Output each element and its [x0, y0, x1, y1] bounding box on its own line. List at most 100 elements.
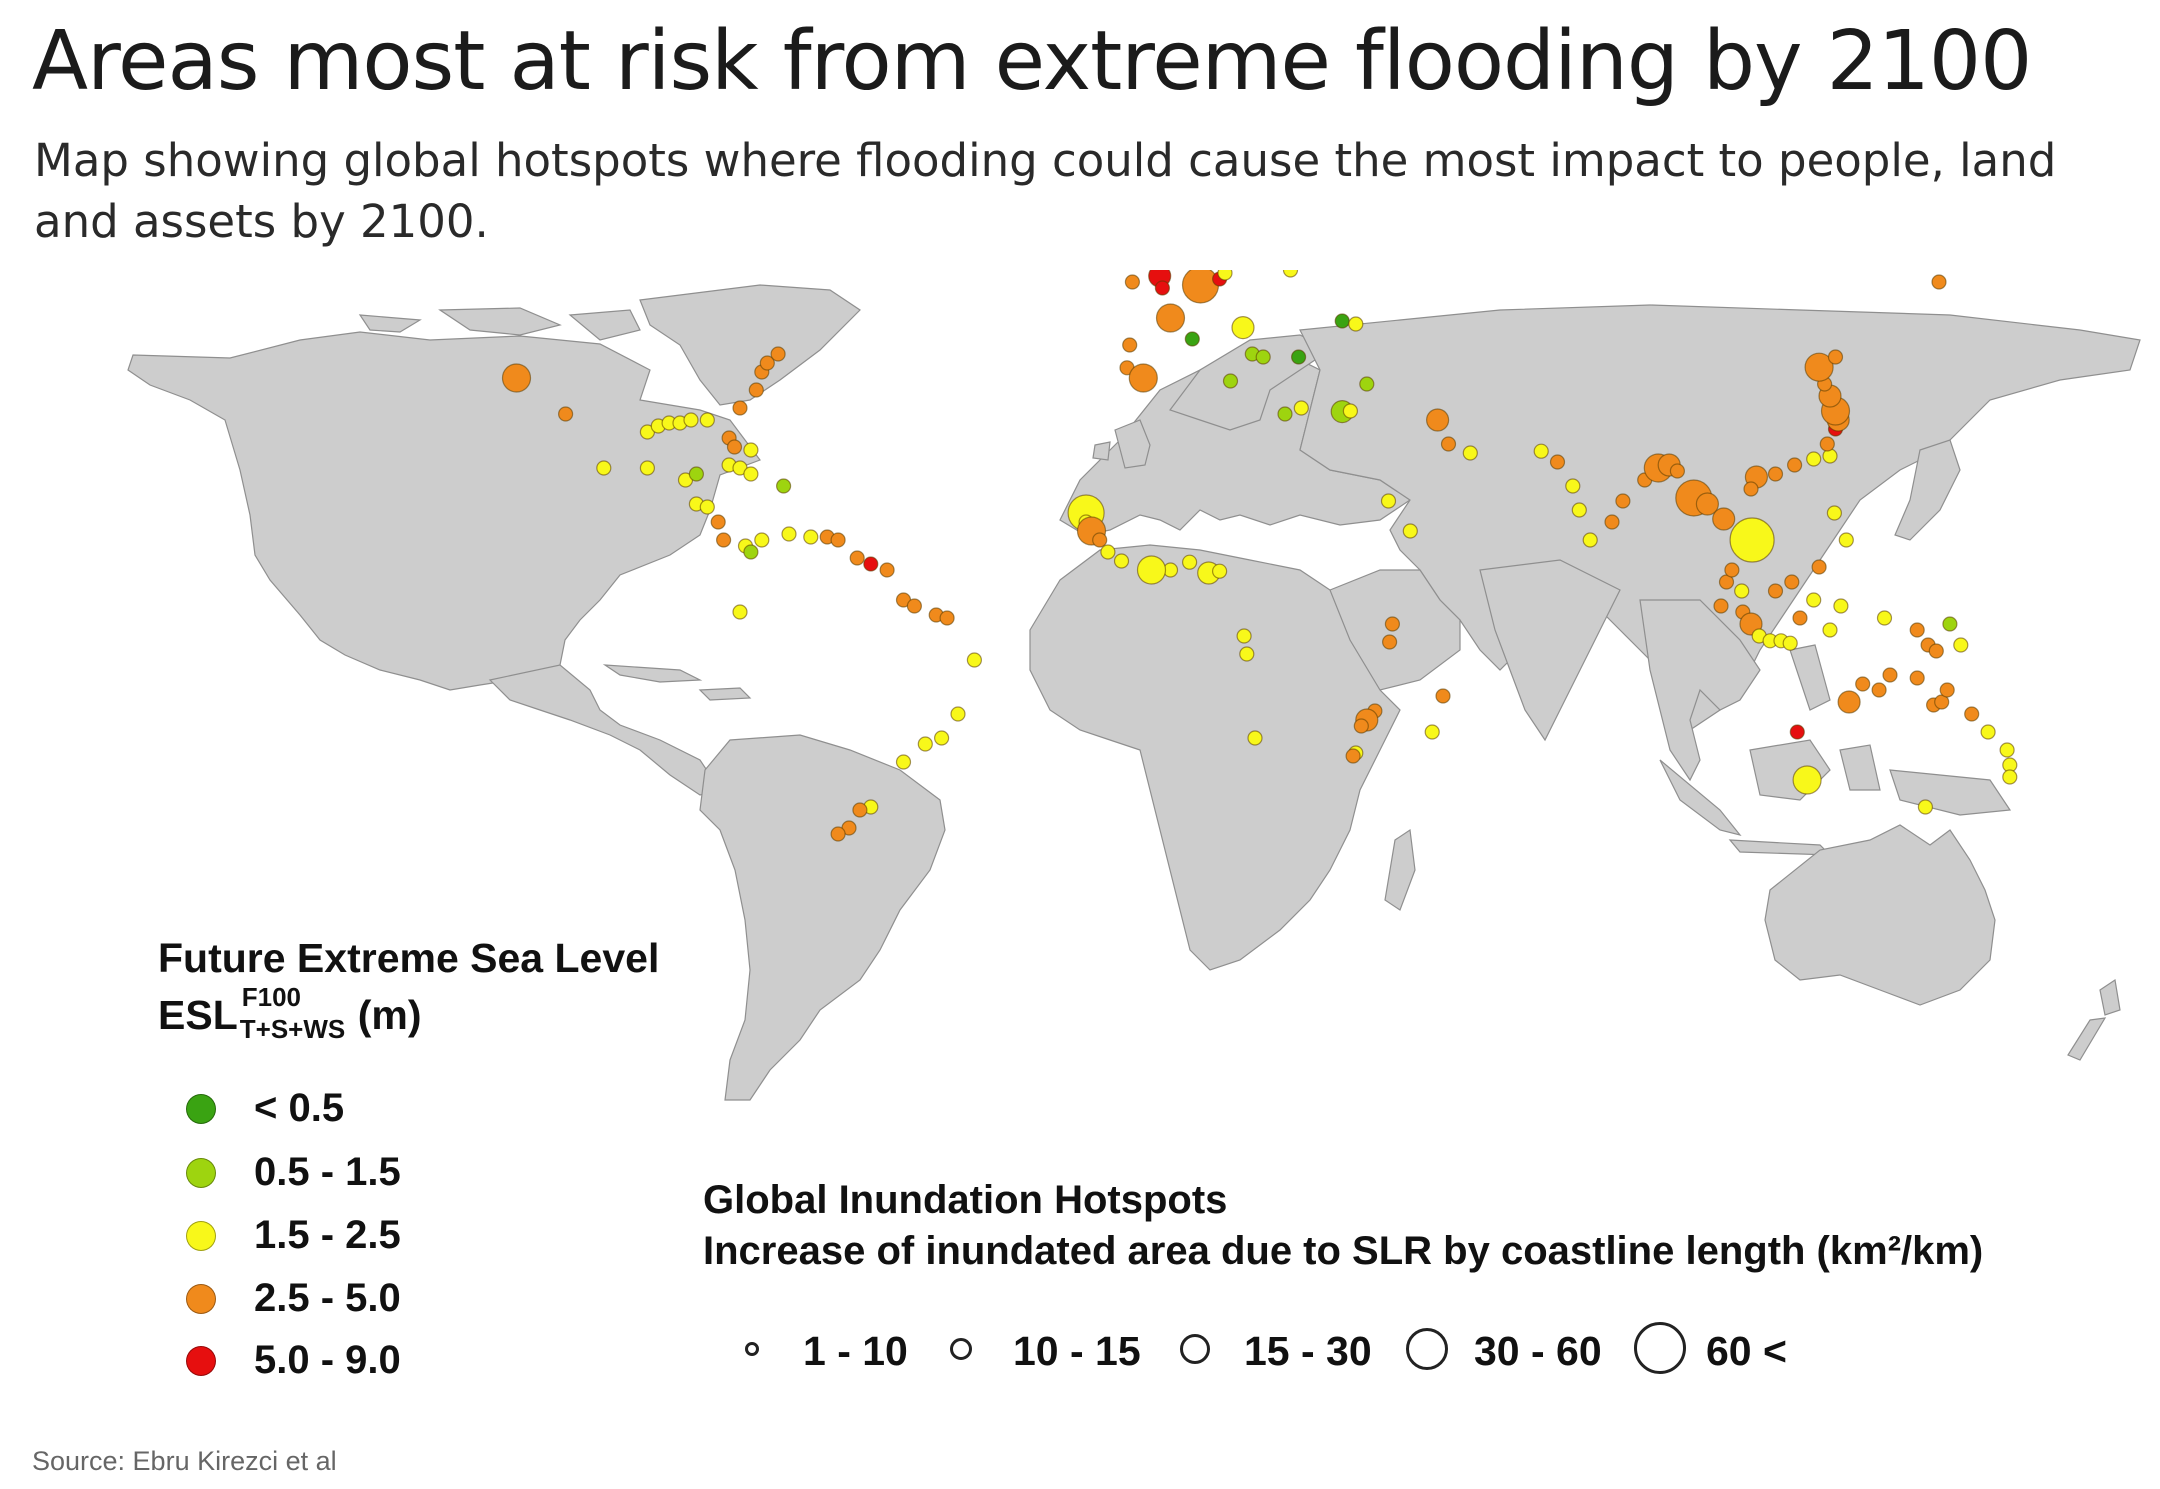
hotspot-marker: [1789, 724, 1805, 740]
hotspot-marker: [1435, 688, 1451, 704]
scandinavia-landmass: [1169, 334, 1332, 431]
hotspot-marker: [743, 544, 759, 560]
hotspot-marker: [1222, 373, 1239, 389]
hotspot-marker: [1713, 598, 1729, 614]
esl-legend-item-label: 2.5 - 5.0: [254, 1276, 401, 1320]
hotspot-marker: [1782, 635, 1798, 651]
page-title: Areas most at risk from extreme flooding…: [32, 14, 2032, 109]
hotspot-marker: [710, 514, 726, 530]
hotspot-marker: [683, 412, 699, 428]
hotspot-marker: [830, 826, 846, 842]
hotspot-marker: [1767, 583, 1784, 599]
hotspot-marker: [1909, 622, 1925, 638]
hotspot-marker: [1712, 507, 1736, 531]
esl-legend-item-label: < 0.5: [254, 1086, 345, 1130]
hotspot-marker: [1833, 598, 1849, 614]
hotspot-marker: [726, 439, 743, 455]
hotspot-marker: [917, 736, 933, 752]
hotspot-marker: [863, 556, 879, 572]
esl-swatch-green-dark: [186, 1094, 216, 1124]
hotspot-marker: [895, 754, 912, 770]
hotspot-marker: [1838, 532, 1854, 548]
size-legend-label: 30 - 60: [1474, 1328, 1602, 1374]
hotspot-marker: [1549, 454, 1566, 470]
hotspot-marker: [1277, 406, 1293, 422]
hotspot-marker: [1964, 706, 1980, 722]
hotspot-marker: [2002, 769, 2018, 785]
hotspot-marker: [1792, 765, 1822, 795]
hotspot-marker: [1786, 457, 1803, 473]
africa-landmass: [1029, 544, 1401, 971]
madagascar-landmass: [1384, 828, 1416, 911]
southeast-asia-landmass: [1639, 599, 1761, 782]
hotspot-marker: [1939, 682, 1955, 698]
hotspot-marker: [1231, 315, 1255, 340]
hotspot-marker: [906, 598, 923, 614]
hotspot-marker: [1345, 748, 1361, 764]
page-subtitle: Map showing global hotspots where floodi…: [34, 134, 2057, 248]
new-zealand-landmass: [2067, 978, 2121, 1061]
hotspot-marker: [1784, 574, 1800, 590]
caribbean-landmass: [602, 664, 752, 701]
hotspot-marker: [699, 499, 715, 515]
hotspot-marker: [1909, 670, 1925, 686]
hotspot-legend-title: Global Inundation Hotspots: [703, 1178, 1228, 1222]
hotspot-marker: [1128, 363, 1158, 393]
hotspot-marker: [1837, 690, 1861, 714]
hotspot-marker: [1181, 270, 1220, 304]
hotspot-marker: [1999, 742, 2015, 758]
hotspot-marker: [1767, 466, 1784, 482]
hotspot-marker: [754, 532, 770, 548]
hotspot-marker: [1882, 667, 1898, 683]
hotspot-layer: [501, 270, 2018, 842]
hotspot-marker: [1819, 436, 1835, 452]
esl-swatch-red: [186, 1346, 216, 1376]
hotspot-marker: [1615, 493, 1631, 509]
hotspot-marker: [732, 400, 748, 416]
esl-legend-item-label: 0.5 - 1.5: [254, 1150, 401, 1194]
esl-legend-item-label: 5.0 - 9.0: [254, 1338, 401, 1382]
world-map: [127, 270, 2141, 1101]
esl-label-unit: (m): [357, 992, 422, 1038]
hotspot-marker: [1124, 274, 1141, 290]
hotspot-marker: [1871, 682, 1887, 698]
hotspot-marker: [1876, 610, 1893, 626]
hotspot-marker: [1806, 451, 1822, 467]
hotspot-marker: [1181, 554, 1198, 570]
esl-swatch-green-light: [186, 1158, 216, 1188]
hotspot-marker: [1282, 270, 1299, 278]
hotspot-marker: [1942, 616, 1958, 632]
hotspot-marker: [1953, 637, 1969, 653]
hotspot-marker: [748, 382, 764, 398]
hotspot-marker: [1826, 505, 1843, 521]
size-circle-1: [745, 1342, 759, 1356]
hotspot-marker: [1239, 646, 1255, 662]
hotspot-marker: [950, 706, 966, 722]
hotspot-marker: [1136, 555, 1167, 585]
hotspot-marker: [1827, 349, 1844, 365]
hotspot-marker: [1184, 331, 1200, 347]
hotspot-marker: [781, 526, 797, 542]
hotspot-marker: [732, 604, 748, 620]
hotspot-marker: [1425, 408, 1450, 432]
hotspot-marker: [1353, 718, 1369, 734]
australia-landmass: [1764, 824, 1996, 1006]
hotspot-marker: [1734, 583, 1750, 599]
size-legend-label: 60 <: [1706, 1328, 1787, 1374]
hotspot-marker: [1462, 445, 1478, 461]
esl-swatch-yellow: [186, 1221, 216, 1251]
hotspot-marker: [1217, 270, 1233, 281]
hotspot-marker: [1293, 400, 1309, 416]
hotspot-marker: [1806, 592, 1822, 608]
hotspot-marker: [1571, 502, 1587, 518]
hotspot-marker: [1724, 562, 1740, 578]
size-circle-4: [1406, 1328, 1448, 1370]
hotspot-marker: [1928, 643, 1944, 659]
hotspot-marker: [879, 562, 895, 578]
hotspot-marker: [699, 412, 715, 428]
hotspot-marker: [1122, 337, 1138, 353]
hotspot-marker: [1342, 403, 1359, 419]
hotspot-marker: [1255, 349, 1271, 365]
hotspot-marker: [557, 406, 574, 422]
esl-legend-title: Future Extreme Sea Level: [158, 935, 660, 981]
